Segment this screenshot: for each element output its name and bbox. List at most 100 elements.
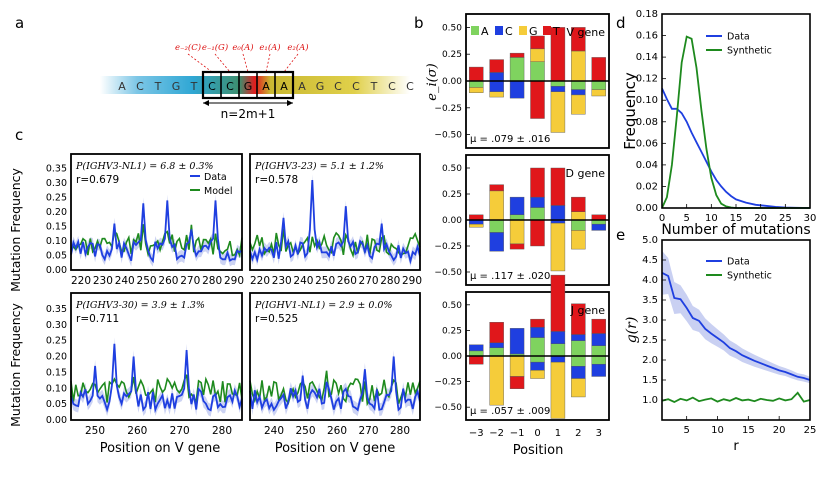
y-tick-label: 0.14 xyxy=(636,52,658,63)
sequence-base: G xyxy=(316,80,325,93)
effect-bar xyxy=(591,355,606,365)
x-tick-label: 240 xyxy=(293,275,313,287)
annotation-label: e₋₁(G) xyxy=(202,42,228,53)
effect-bar xyxy=(509,80,525,99)
effect-bar xyxy=(530,337,545,357)
x-tick-label: 220 xyxy=(250,275,270,287)
sequence-base: C xyxy=(406,80,414,93)
effect-bar xyxy=(550,331,566,344)
sequence-base: G xyxy=(244,80,253,93)
y-tick-label: 0.16 xyxy=(636,31,658,42)
effect-bar xyxy=(530,61,545,82)
x-axis-label: Number of mutations xyxy=(661,222,810,238)
x-tick-label: 0 xyxy=(534,428,540,439)
x-tick-label: 25 xyxy=(804,425,817,436)
y-tick-label: 0.50 xyxy=(442,301,462,311)
x-tick-label: 250 xyxy=(137,275,157,287)
legend-label: T xyxy=(552,25,560,38)
sequence-base: C xyxy=(334,80,342,93)
chart-frame xyxy=(661,239,811,421)
effect-bar xyxy=(571,211,586,221)
probability-label: P(IGHV3-NL1) = 6.8 ± 0.3% xyxy=(75,161,213,172)
effect-bar xyxy=(489,80,504,92)
y-tick-label: 0.18 xyxy=(636,9,658,20)
panel-label-a: a xyxy=(15,14,24,32)
y-tick-label: 0.35 xyxy=(46,164,67,175)
y-tick-label: 0.50 xyxy=(442,164,462,174)
y-tick-label: 0.10 xyxy=(636,95,658,106)
y-tick-label: −0.25 xyxy=(434,242,462,252)
x-tick-label: 10 xyxy=(711,425,724,436)
y-tick-label: 0.02 xyxy=(636,181,658,192)
sequence-base: C xyxy=(208,80,216,93)
sequence-base: A xyxy=(298,80,306,93)
effect-bar xyxy=(530,219,545,247)
effect-bar xyxy=(550,355,566,363)
effect-bar xyxy=(571,334,586,341)
legend-swatch xyxy=(543,26,551,35)
y-tick-label: 3.5 xyxy=(642,295,658,306)
x-tick-label: 230 xyxy=(93,275,113,287)
data-line xyxy=(249,180,421,265)
effect-bar xyxy=(489,355,504,406)
x-tick-label: 10 xyxy=(705,213,718,224)
effect-bar xyxy=(530,318,545,328)
legend-label: A xyxy=(481,25,489,38)
panel-b-base-effects: −0.50 −0.25 0.00 0.25 0.50 V gene μ = .079 ± .… xyxy=(425,13,610,458)
effect-bar xyxy=(509,328,525,355)
y-tick-label: −0.50 xyxy=(434,131,462,141)
sequence-base: C xyxy=(388,80,396,93)
x-tick-label: 280 xyxy=(212,425,232,437)
mu-label: μ = .079 ± .016 xyxy=(470,134,550,145)
effect-bar xyxy=(571,219,586,231)
y-tick-label: 0.04 xyxy=(636,160,658,171)
panel-b-subplot: −0.50 −0.25 0.00 0.25 0.50 J gene μ = .057 ± .… xyxy=(434,274,610,421)
y-tick-label: −0.25 xyxy=(434,104,462,114)
effect-bar xyxy=(591,80,606,90)
x-tick-label: 260 xyxy=(327,425,347,437)
x-axis-label: r xyxy=(733,439,739,454)
effect-bar xyxy=(550,86,566,92)
effect-bar xyxy=(489,347,504,357)
series-line-data xyxy=(661,88,811,209)
legend-data-label: Data xyxy=(204,172,227,183)
sequence-base: A xyxy=(118,80,126,93)
sequence-base: C xyxy=(226,80,234,93)
effect-bar xyxy=(571,89,586,96)
effect-bar xyxy=(591,223,606,231)
effect-bar xyxy=(509,214,525,221)
y-tick-label: 0.15 xyxy=(46,222,67,233)
series-line-synthetic xyxy=(661,35,810,209)
y-tick-label: −0.50 xyxy=(434,403,462,413)
panel-label-d: d xyxy=(616,14,626,32)
x-tick-label: −3 xyxy=(469,428,484,439)
effect-bar xyxy=(591,333,606,346)
effect-bar xyxy=(530,370,545,379)
mu-label: μ = .057 ± .009 xyxy=(470,406,550,417)
effect-bar xyxy=(550,205,566,221)
effect-bar xyxy=(571,340,586,357)
panel-c-legend: Data Model xyxy=(190,172,233,197)
effect-bar xyxy=(571,196,586,212)
y-tick-label: 0.30 xyxy=(46,320,67,331)
legend-label: C xyxy=(505,25,513,38)
correlation-label: r=0.679 xyxy=(76,174,119,186)
effect-bar xyxy=(489,190,504,221)
x-tick-label: 15 xyxy=(742,425,755,436)
effect-bar xyxy=(530,196,545,208)
y-tick-label: 0.15 xyxy=(46,367,67,378)
x-tick-label: 250 xyxy=(85,425,105,437)
y-tick-label: 4.0 xyxy=(642,275,658,286)
x-axis-label-right: Position on V gene xyxy=(275,441,396,456)
x-tick-label: 260 xyxy=(158,275,178,287)
probability-label: P(IGHV1-NL1) = 2.9 ± 0.0% xyxy=(254,300,392,311)
effect-bar xyxy=(509,52,525,58)
effect-bar xyxy=(469,355,484,365)
subplot-frame xyxy=(249,153,421,271)
y-tick-label: 3.0 xyxy=(642,315,658,326)
y-tick-label: 0.25 xyxy=(442,190,462,200)
effect-bar xyxy=(571,94,586,115)
effect-bar xyxy=(571,366,586,379)
x-tick-label: 280 xyxy=(380,275,400,287)
